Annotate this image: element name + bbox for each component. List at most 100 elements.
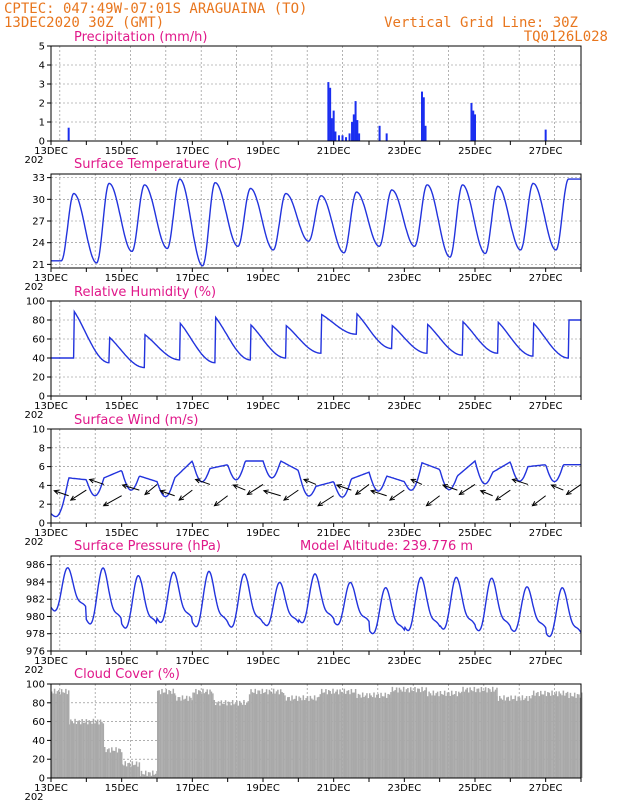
cloud-bar xyxy=(253,692,255,778)
cloud-bar xyxy=(281,692,283,778)
cloud-bar xyxy=(494,689,497,778)
cloud-bar xyxy=(164,692,166,778)
cloud-bar xyxy=(79,724,82,778)
cloud-bar xyxy=(275,691,278,778)
y-tick-label: 27 xyxy=(32,217,45,228)
cloud-bar xyxy=(306,696,309,778)
cloud-bar xyxy=(518,697,521,778)
wind-arrow-head xyxy=(102,501,109,507)
cloud-bar xyxy=(359,694,361,778)
precip-bar xyxy=(424,125,427,141)
cloud-bar xyxy=(566,693,569,778)
cloud-bar xyxy=(513,699,515,778)
precip-bar xyxy=(329,87,332,141)
precip-bar xyxy=(337,135,340,141)
panel-title: Relative Humidity (%) xyxy=(74,285,216,300)
panel-4: 0 2 4 6 8 10 13DEC 15DEC 17DEC 19DEC 21DEC 23DEC 25D… xyxy=(24,413,582,548)
x-tick-label: 17DEC xyxy=(175,146,209,157)
x-tick-label: 15DEC xyxy=(105,656,139,667)
wind-arrow xyxy=(233,484,246,491)
x-tick-label: 27DEC xyxy=(529,273,563,284)
cloud-bar xyxy=(426,696,429,778)
cloud-bar xyxy=(58,689,60,778)
wind-arrow xyxy=(178,489,193,501)
cloud-bar xyxy=(439,691,442,778)
cloud-bar xyxy=(508,700,511,778)
precip-bar xyxy=(474,114,476,141)
cloud-bar xyxy=(366,693,368,778)
cloud-bar xyxy=(344,693,347,778)
cloud-bar xyxy=(322,692,324,778)
cloud-bar xyxy=(408,692,411,778)
cloud-bar xyxy=(209,689,211,778)
cloud-bar xyxy=(125,766,128,778)
cloud-bar xyxy=(569,692,572,778)
wind-arrow-head xyxy=(302,478,310,484)
wind-arrow-head xyxy=(121,483,128,489)
cloud-bar xyxy=(75,723,78,778)
x-tick-label: 19DEC xyxy=(246,656,280,667)
cloud-bar xyxy=(523,699,525,778)
wind-arrow xyxy=(195,478,211,485)
cloud-bar xyxy=(414,686,416,778)
cloud-bar xyxy=(515,700,518,778)
y-tick-label: 80 xyxy=(32,698,45,709)
cloud-bar xyxy=(112,750,114,778)
cloud-bar xyxy=(274,693,276,778)
precip-bar xyxy=(354,101,357,141)
cloud-bar xyxy=(223,704,225,778)
cloud-bar xyxy=(555,691,558,778)
precip-bar xyxy=(470,103,473,141)
precip-bar xyxy=(327,82,330,141)
cloud-bar xyxy=(272,688,275,778)
wind-arrow-head xyxy=(194,478,201,484)
y-tick-label: 80 xyxy=(32,316,45,327)
x-tick-label: 17DEC xyxy=(175,528,209,539)
cloud-bar xyxy=(202,688,204,778)
x-tick-label: 25DEC xyxy=(458,783,492,794)
cloud-bar xyxy=(231,700,234,778)
cloud-bar xyxy=(445,695,447,778)
x-tick-label: 17DEC xyxy=(175,656,209,667)
y-tick-label: 21 xyxy=(32,260,45,271)
cloud-bar xyxy=(336,689,338,778)
cloud-bar xyxy=(511,699,514,778)
cloud-bar xyxy=(579,697,582,778)
cloud-bar xyxy=(565,692,567,778)
cloud-bar xyxy=(448,692,450,778)
cloud-bar xyxy=(118,748,120,778)
cloud-bar xyxy=(311,698,313,778)
cloud-bar xyxy=(237,705,240,778)
cloud-bar xyxy=(81,719,83,778)
x-tick-label: 23DEC xyxy=(387,273,421,284)
cloud-bar xyxy=(128,762,131,778)
cloud-bar xyxy=(264,692,266,778)
cloud-bar xyxy=(424,690,426,778)
cloud-bar xyxy=(248,694,251,778)
cloud-bar xyxy=(409,687,412,778)
x-tick-label: 25DEC xyxy=(458,273,492,284)
wind-arrow xyxy=(103,495,122,507)
y-tick-label: 0 xyxy=(39,519,45,530)
x-tick-label: 15DEC xyxy=(105,146,139,157)
cloud-bar xyxy=(330,693,333,778)
cloud-bar xyxy=(127,763,129,778)
cloud-bar xyxy=(260,694,262,778)
station-header: CPTEC: 047:49W-07:01S ARAGUAINA (TO) xyxy=(4,1,307,17)
cloud-bar xyxy=(305,698,307,778)
year-label: 202 xyxy=(24,537,43,548)
cloud-bar xyxy=(510,695,512,778)
precip-bar xyxy=(385,133,388,141)
panel-5: 976 978 980 982 984 986 13DEC 15DEC 17DEC 19DEC 21… xyxy=(24,539,582,676)
cloud-bar xyxy=(165,689,167,778)
y-tick-label: 10 xyxy=(32,425,45,436)
wind-arrow xyxy=(70,489,87,501)
x-tick-label: 13DEC xyxy=(34,783,68,794)
cloud-bar xyxy=(337,694,340,778)
model-altitude-label: Model Altitude: 239.776 m xyxy=(300,539,473,554)
cloud-bar xyxy=(532,690,535,778)
cloud-bar xyxy=(178,697,181,778)
wind-arrow xyxy=(303,478,317,485)
cloud-bar xyxy=(323,692,326,778)
cloud-bar xyxy=(477,688,480,778)
